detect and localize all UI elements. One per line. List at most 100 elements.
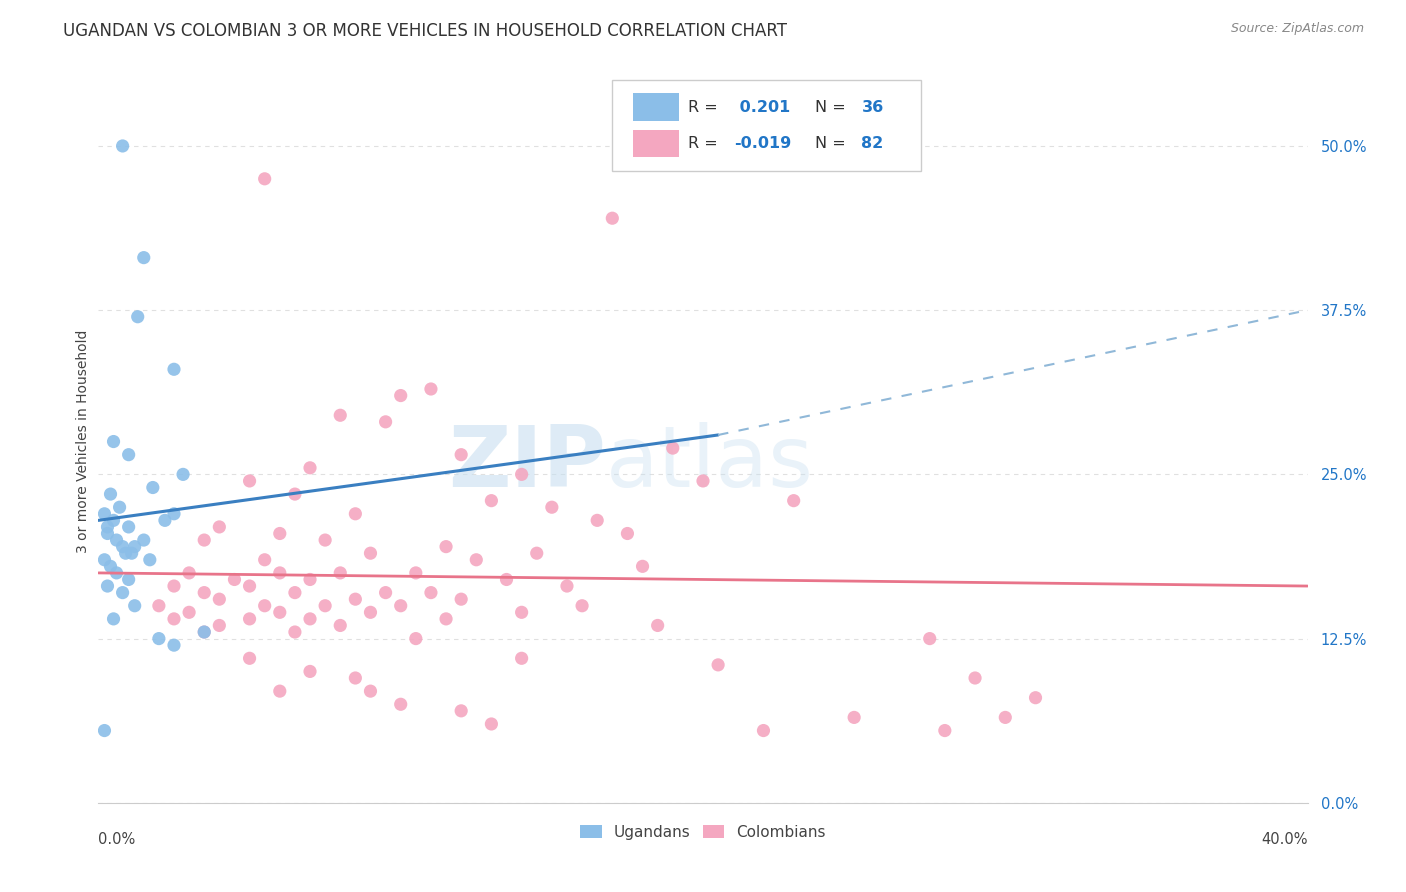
Point (208, 592, 231, 607)
Point (193, 625, 215, 640)
Point (284, 625, 307, 640)
Point (540, 500, 562, 515)
Point (124, 599, 146, 613)
Point (450, 704, 472, 718)
Point (114, 546, 136, 560)
Point (586, 513, 609, 527)
Point (193, 533, 215, 547)
Point (783, 493, 806, 508)
Point (142, 481, 165, 495)
Point (405, 566, 427, 580)
Bar (633, 94, 679, 121)
Point (510, 605, 533, 619)
Text: 36: 36 (862, 100, 883, 115)
Point (374, 585, 396, 599)
Text: 40.0%: 40.0% (1261, 831, 1308, 847)
Point (124, 540, 146, 554)
Point (269, 605, 291, 619)
Point (918, 632, 941, 646)
Text: R =: R = (689, 136, 723, 152)
Bar (633, 130, 679, 158)
Point (420, 585, 443, 599)
Point (934, 723, 956, 738)
Point (314, 599, 336, 613)
Point (239, 474, 262, 488)
Point (389, 698, 412, 712)
Point (163, 579, 186, 593)
Point (329, 618, 352, 632)
Text: UGANDAN VS COLOMBIAN 3 OR MORE VEHICLES IN HOUSEHOLD CORRELATION CHART: UGANDAN VS COLOMBIAN 3 OR MORE VEHICLES … (63, 22, 787, 40)
Point (329, 409, 352, 423)
Point (661, 441, 683, 455)
Point (239, 579, 262, 593)
Point (360, 546, 382, 560)
Point (208, 618, 231, 632)
Point (96, 520, 118, 534)
Point (96, 579, 118, 593)
Point (752, 723, 775, 738)
Point (148, 599, 170, 613)
Point (193, 585, 215, 599)
Point (163, 507, 186, 521)
Point (299, 612, 322, 626)
Point (314, 533, 336, 547)
Point (111, 540, 134, 554)
Point (269, 566, 291, 580)
Text: Source: ZipAtlas.com: Source: ZipAtlas.com (1230, 22, 1364, 36)
Point (93, 723, 115, 738)
Legend: Ugandans, Colombians: Ugandans, Colombians (574, 819, 832, 846)
Point (179, 566, 201, 580)
Point (253, 171, 276, 186)
Point (148, 632, 170, 646)
Point (434, 612, 457, 626)
Point (118, 520, 141, 534)
Point (100, 487, 122, 501)
Text: 0.201: 0.201 (734, 100, 790, 115)
Point (616, 526, 638, 541)
Point (132, 251, 155, 265)
Point (269, 684, 291, 698)
Point (111, 139, 134, 153)
Point (284, 585, 307, 599)
Point (602, 211, 624, 226)
Point (405, 632, 427, 646)
Text: -0.019: -0.019 (734, 136, 792, 152)
Point (96, 526, 118, 541)
Point (105, 566, 128, 580)
Point (253, 599, 276, 613)
Point (299, 573, 322, 587)
Point (707, 657, 730, 672)
Point (239, 612, 262, 626)
Point (127, 310, 149, 324)
Point (103, 612, 125, 626)
Point (224, 573, 246, 587)
Point (965, 671, 987, 685)
Point (139, 553, 162, 567)
Point (179, 605, 201, 619)
Point (284, 487, 307, 501)
Point (163, 612, 186, 626)
Point (269, 526, 291, 541)
Point (329, 566, 352, 580)
Point (105, 533, 128, 547)
Point (193, 625, 215, 640)
Point (555, 579, 578, 593)
Point (450, 448, 472, 462)
Text: atlas: atlas (606, 422, 814, 505)
Point (253, 553, 276, 567)
Point (208, 520, 231, 534)
Point (692, 474, 714, 488)
Point (420, 382, 443, 396)
Point (481, 717, 503, 731)
Point (495, 573, 517, 587)
Point (450, 592, 472, 607)
Point (172, 467, 194, 482)
Point (121, 546, 143, 560)
Text: N =: N = (815, 100, 851, 115)
Point (93, 553, 115, 567)
Point (299, 460, 322, 475)
Point (631, 559, 654, 574)
Text: 0.0%: 0.0% (98, 831, 135, 847)
Point (510, 467, 533, 482)
Point (239, 651, 262, 665)
